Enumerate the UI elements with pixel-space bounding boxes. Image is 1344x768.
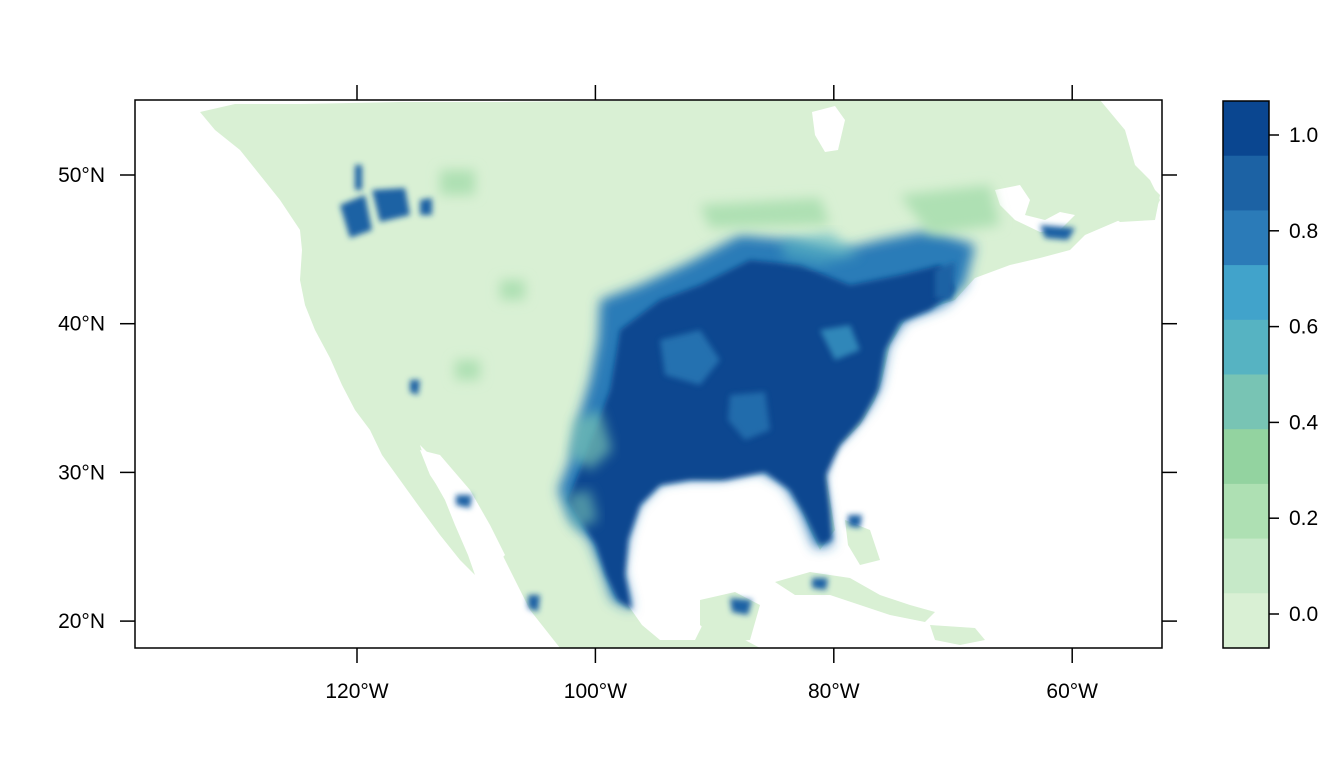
western-patches: [340, 165, 1075, 615]
y-tick-label: 40°N: [58, 313, 105, 336]
map-panel-frame: [134, 99, 1163, 649]
legend-swatch: [1223, 483, 1269, 540]
hudson-bay: [812, 106, 845, 152]
y-axis: 50°N 40°N 30°N 20°N: [58, 164, 1177, 633]
legend-frame: [1222, 100, 1270, 649]
legend-label: 0.8: [1289, 220, 1318, 243]
x-tick-label: 80°W: [808, 680, 860, 703]
gulf-st-lawrence: [995, 185, 1075, 232]
light-patches: [440, 170, 1000, 380]
y-tick-label: 20°N: [58, 610, 105, 633]
x-tick-label: 120°W: [325, 680, 388, 703]
x-tick-label: 100°W: [564, 680, 627, 703]
legend-swatch: [1223, 429, 1269, 485]
legend-swatch: [1223, 265, 1269, 321]
legend-label: 0.0: [1289, 603, 1318, 626]
bahamas: [845, 520, 880, 565]
legend-label: 1.0: [1289, 124, 1318, 147]
x-tick-label: 60°W: [1046, 680, 1098, 703]
cuba: [775, 572, 935, 622]
x-axis: 120°W 100°W 80°W 60°W: [325, 85, 1098, 703]
legend-swatch: [1223, 374, 1269, 430]
legend-label: 0.6: [1289, 316, 1318, 339]
legend-swatch: [1223, 155, 1269, 211]
y-tick-label: 30°N: [58, 461, 105, 484]
y-tick-label: 50°N: [58, 164, 105, 187]
newfoundland: [1090, 175, 1160, 222]
legend-swatch: [1223, 210, 1269, 266]
high-suitability-region: [558, 230, 975, 610]
legend-label: 0.2: [1289, 507, 1318, 530]
map-raster: [200, 100, 1160, 648]
legend-swatch: [1223, 101, 1269, 157]
hispaniola: [930, 625, 985, 645]
legend-label: 0.4: [1289, 411, 1319, 434]
legend-swatch: [1223, 538, 1269, 594]
legend-colorbar: 1.0 0.8 0.6 0.4 0.2 0.0: [1222, 100, 1319, 649]
legend-swatch: [1223, 319, 1269, 375]
legend-swatch: [1223, 593, 1269, 649]
